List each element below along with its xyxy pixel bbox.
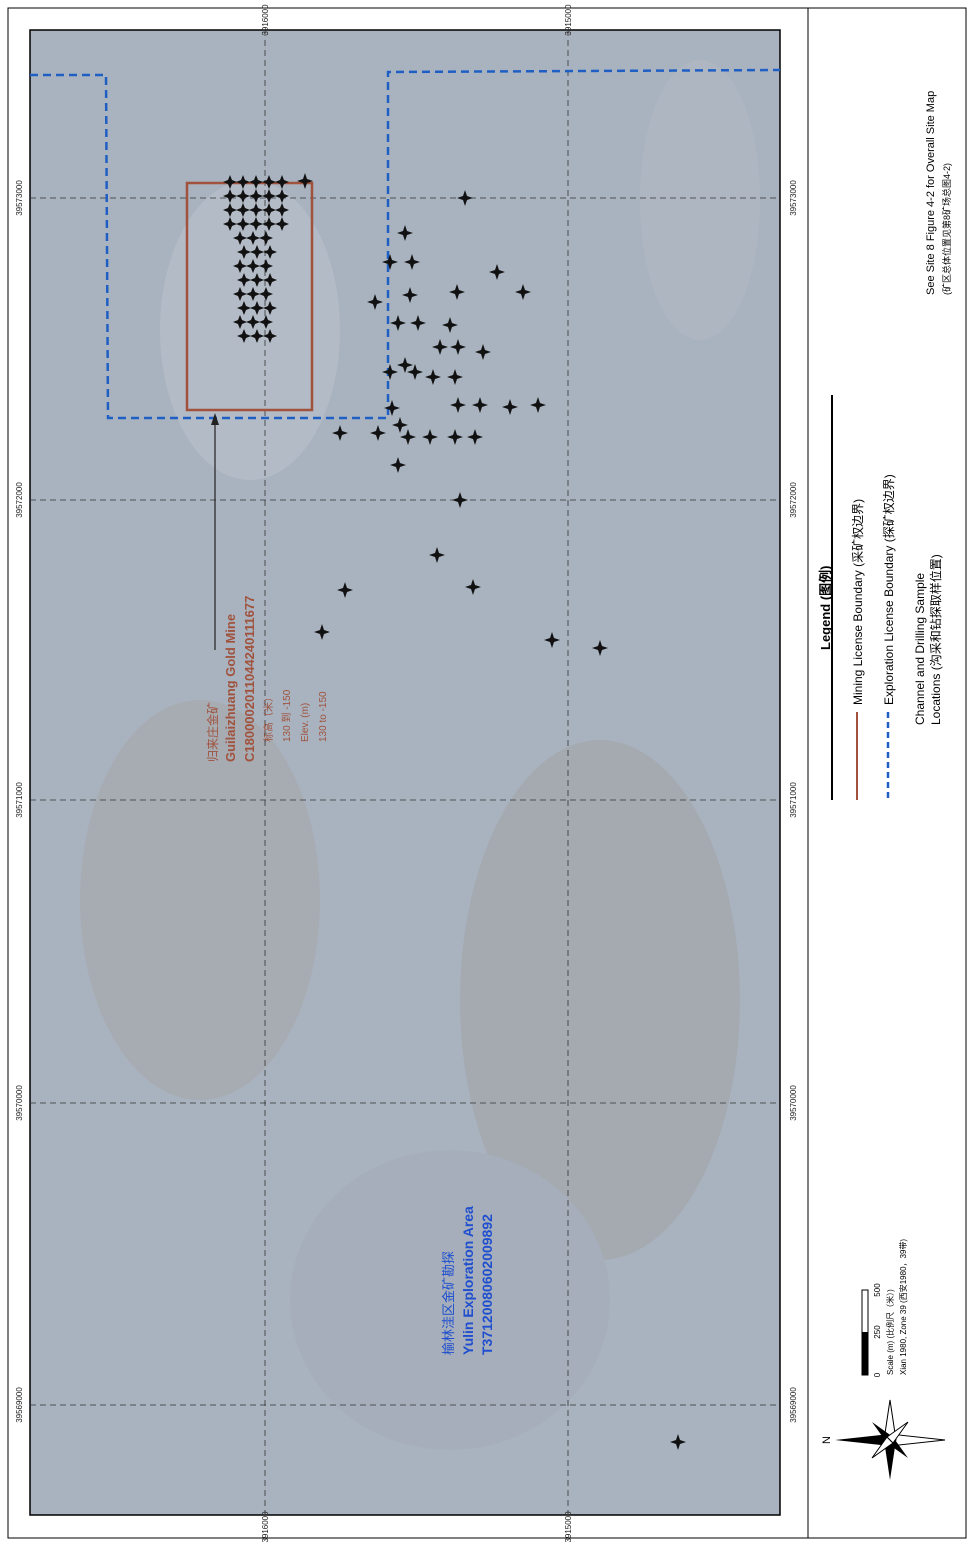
map-page: 3916000 3916000 3915000 3915000 39573000 3957… — [0, 0, 973, 1542]
exploration-name-cn: 榆林洼区金矿勘探 — [441, 1251, 456, 1355]
grid-label: 3915000 — [564, 1511, 573, 1542]
exploration-name: Yulin Exploration Area — [460, 1206, 476, 1355]
grid-label: 39572000 — [789, 482, 798, 518]
legend-item: Channel and Drilling Sample — [913, 573, 927, 725]
grid-label: 39572000 — [15, 482, 24, 518]
scale-label: Scale (m) (比例尺（米）) — [885, 1289, 895, 1375]
note: (矿区总体位置见第8矿场总图4-2) — [941, 163, 952, 295]
grid-label: 39569000 — [15, 1387, 24, 1423]
grid-label: 39573000 — [15, 180, 24, 216]
grid-label: 3916000 — [261, 1511, 270, 1542]
elev-en: Elev. (m) — [300, 703, 311, 742]
elev-en-range: 130 to -150 — [318, 691, 329, 742]
scale-datum: Xian 1980, Zone 39 (西安1980，39带) — [898, 1239, 908, 1375]
grid-label: 39573000 — [789, 180, 798, 216]
elev-cn: 标高（米） — [262, 692, 275, 742]
north-label: N — [821, 1436, 833, 1444]
grid-label: 39570000 — [789, 1085, 798, 1121]
grid-label: 3916000 — [261, 4, 270, 36]
grid-label: 39571000 — [15, 782, 24, 818]
scale-tick: 250 — [873, 1325, 882, 1339]
legend-item: Exploration License Boundary (探矿权边界) — [882, 474, 896, 705]
legend-title: Legend (图例) — [818, 566, 833, 651]
grid-label: 39569000 — [789, 1387, 798, 1423]
scale-bar — [862, 1290, 868, 1375]
mine-license: C1800002011044240111677 — [242, 596, 257, 762]
exploration-license: T37120080602009892 — [479, 1214, 495, 1355]
note: See Site 8 Figure 4-2 for Overall Site M… — [925, 91, 937, 295]
legend-item: Locations (沟采和钻探取样位置) — [928, 554, 943, 725]
mine-name-cn: 归来庄金矿 — [205, 702, 220, 762]
grid-label: 39570000 — [15, 1085, 24, 1121]
scale-tick: 500 — [873, 1283, 882, 1297]
grid-label: 39571000 — [789, 782, 798, 818]
grid-label: 3915000 — [564, 4, 573, 36]
legend-item: Mining License Boundary (采矿权边界) — [851, 499, 865, 705]
elev-cn-range: 130 到 -150 — [281, 689, 293, 742]
scale-tick: 0 — [873, 1372, 882, 1377]
mine-name: Guilaizhuang Gold Mine — [223, 614, 238, 762]
